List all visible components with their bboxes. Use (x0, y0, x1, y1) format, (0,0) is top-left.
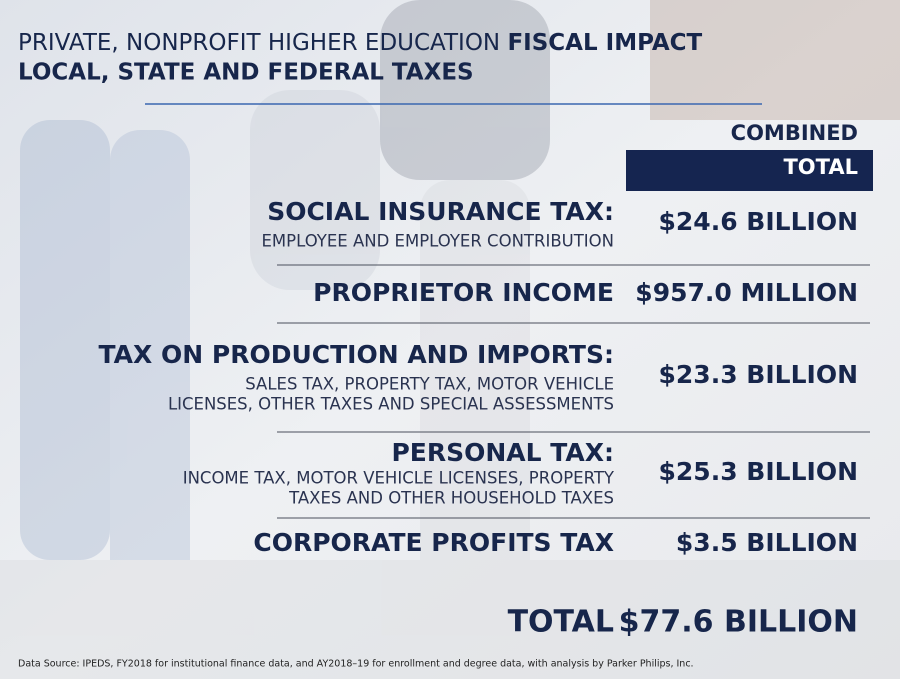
column-header: COMBINED (731, 121, 858, 145)
subtitle: LOCAL, STATE AND FEDERAL TAXES (18, 60, 474, 86)
total-value: $77.6 BILLION (619, 605, 858, 640)
column-header: TOTAL (783, 155, 858, 179)
row-value: $3.5 BILLION (676, 528, 858, 557)
column-header-box (626, 150, 873, 191)
row-label: CORPORATE PROFITS TAX (253, 528, 614, 557)
footnote: Data Source: IPEDS, FY2018 for instituti… (18, 659, 694, 670)
row-label: PERSONAL TAX: (391, 438, 614, 467)
row-value: $957.0 MILLION (635, 278, 858, 307)
row-sublabel: SALES TAX, PROPERTY TAX, MOTOR VEHICLE (245, 375, 614, 394)
row-sublabel: TAXES AND OTHER HOUSEHOLD TAXES (288, 489, 614, 508)
row-label: PROPRIETOR INCOME (313, 278, 614, 307)
title: PRIVATE, NONPROFIT HIGHER EDUCATION FISC… (18, 30, 703, 56)
row-sublabel: EMPLOYEE AND EMPLOYER CONTRIBUTION (261, 232, 614, 251)
title-bold: FISCAL IMPACT (507, 30, 702, 56)
row-value: $23.3 BILLION (659, 360, 858, 389)
row-value: $24.6 BILLION (659, 207, 858, 236)
row-label: TAX ON PRODUCTION AND IMPORTS: (99, 340, 614, 369)
row-sublabel: LICENSES, OTHER TAXES AND SPECIAL ASSESS… (168, 395, 614, 414)
row-label: SOCIAL INSURANCE TAX: (267, 197, 614, 226)
title-regular: PRIVATE, NONPROFIT HIGHER EDUCATION (18, 30, 500, 56)
row-value: $25.3 BILLION (659, 457, 858, 486)
row-sublabel: INCOME TAX, MOTOR VEHICLE LICENSES, PROP… (183, 469, 615, 488)
total-label: TOTAL (508, 605, 614, 640)
